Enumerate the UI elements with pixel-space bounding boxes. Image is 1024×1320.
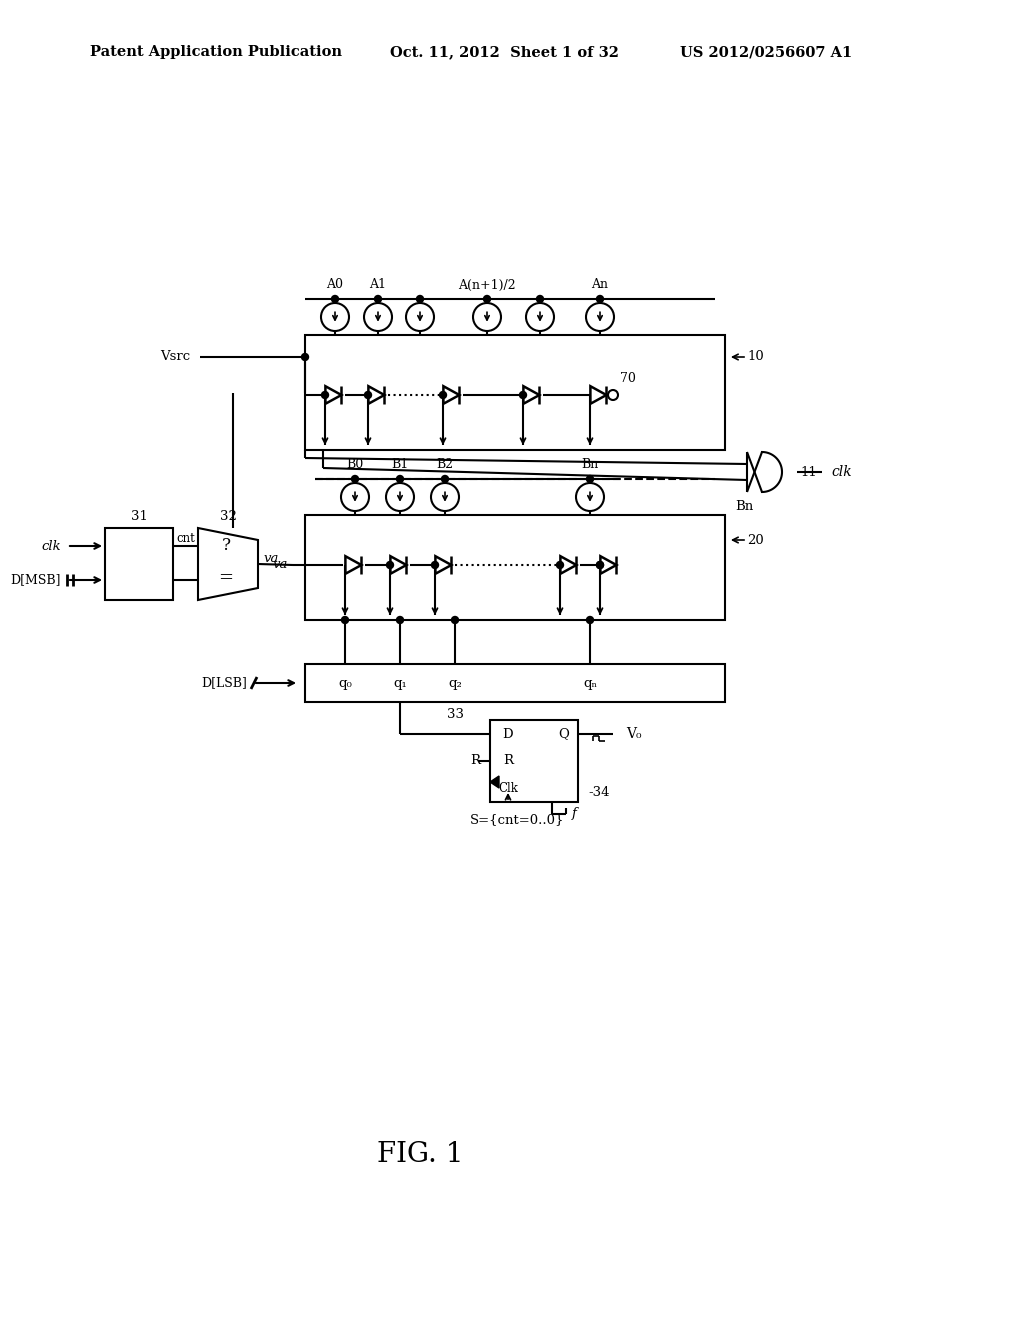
Text: q₀: q₀ [338,676,352,689]
Ellipse shape [431,483,459,511]
Text: Q: Q [558,727,569,741]
Circle shape [597,296,603,302]
Bar [105,528,173,601]
Ellipse shape [341,483,369,511]
Text: cnt: cnt [176,532,195,544]
Text: D: D [503,727,513,741]
Text: -34: -34 [588,785,609,799]
Text: q₂: q₂ [449,676,462,689]
Text: ?: ? [221,537,230,554]
Text: S={cnt=0..0}: S={cnt=0..0} [470,813,564,826]
Text: B0: B0 [346,458,364,471]
Text: 33: 33 [446,708,464,721]
Polygon shape [490,776,499,788]
Text: R: R [503,755,513,767]
Circle shape [483,296,490,302]
Text: va: va [264,552,280,565]
Text: B2: B2 [436,458,454,471]
Text: A1: A1 [370,279,386,292]
Circle shape [301,354,308,360]
Circle shape [332,296,339,302]
Circle shape [441,475,449,483]
Text: Oct. 11, 2012  Sheet 1 of 32: Oct. 11, 2012 Sheet 1 of 32 [390,45,618,59]
Text: clk: clk [41,540,61,553]
Text: 32: 32 [219,510,237,523]
Ellipse shape [526,304,554,331]
Circle shape [417,296,424,302]
Circle shape [597,561,603,569]
Circle shape [365,392,372,399]
Circle shape [431,561,438,569]
Circle shape [556,561,563,569]
Bar [490,719,578,803]
Circle shape [587,475,594,483]
Circle shape [396,616,403,623]
Circle shape [537,296,544,302]
Text: =: = [218,569,233,587]
Circle shape [341,616,348,623]
Circle shape [351,475,358,483]
Circle shape [439,392,446,399]
Ellipse shape [386,483,414,511]
Text: q₁: q₁ [393,676,407,689]
Text: qₙ: qₙ [583,676,597,689]
Text: 70: 70 [620,371,636,384]
Circle shape [519,392,526,399]
Text: 20: 20 [746,533,764,546]
Text: An: An [592,279,608,292]
Circle shape [386,561,393,569]
Text: 11: 11 [800,466,817,479]
Bar [305,664,725,702]
Text: Patent Application Publication: Patent Application Publication [90,45,342,59]
Text: f: f [571,808,577,821]
Text: Bn: Bn [735,500,754,513]
Ellipse shape [575,483,604,511]
Ellipse shape [321,304,349,331]
Text: D[LSB]: D[LSB] [201,676,247,689]
Circle shape [452,616,459,623]
Text: V₀: V₀ [626,727,641,741]
Text: va: va [272,558,288,572]
Circle shape [587,616,594,623]
Text: Clk: Clk [498,781,518,795]
Text: FIG. 1: FIG. 1 [377,1142,463,1168]
Text: Bn: Bn [582,458,599,471]
Circle shape [396,475,403,483]
Ellipse shape [473,304,501,331]
Ellipse shape [586,304,614,331]
Circle shape [322,392,329,399]
Text: A(n+1)/2: A(n+1)/2 [458,279,516,292]
Circle shape [597,561,603,569]
Text: R: R [470,755,480,767]
Text: 31: 31 [131,510,147,523]
Text: US 2012/0256607 A1: US 2012/0256607 A1 [680,45,852,59]
Ellipse shape [406,304,434,331]
Text: 10: 10 [746,351,764,363]
Circle shape [375,296,382,302]
Ellipse shape [364,304,392,331]
Bar [305,515,725,620]
Text: clk: clk [831,465,852,479]
Text: Vsrc: Vsrc [160,351,190,363]
Circle shape [608,389,618,400]
Bar [305,335,725,450]
Text: D[MSB]: D[MSB] [10,573,61,586]
Text: A0: A0 [327,279,343,292]
Text: B1: B1 [391,458,409,471]
